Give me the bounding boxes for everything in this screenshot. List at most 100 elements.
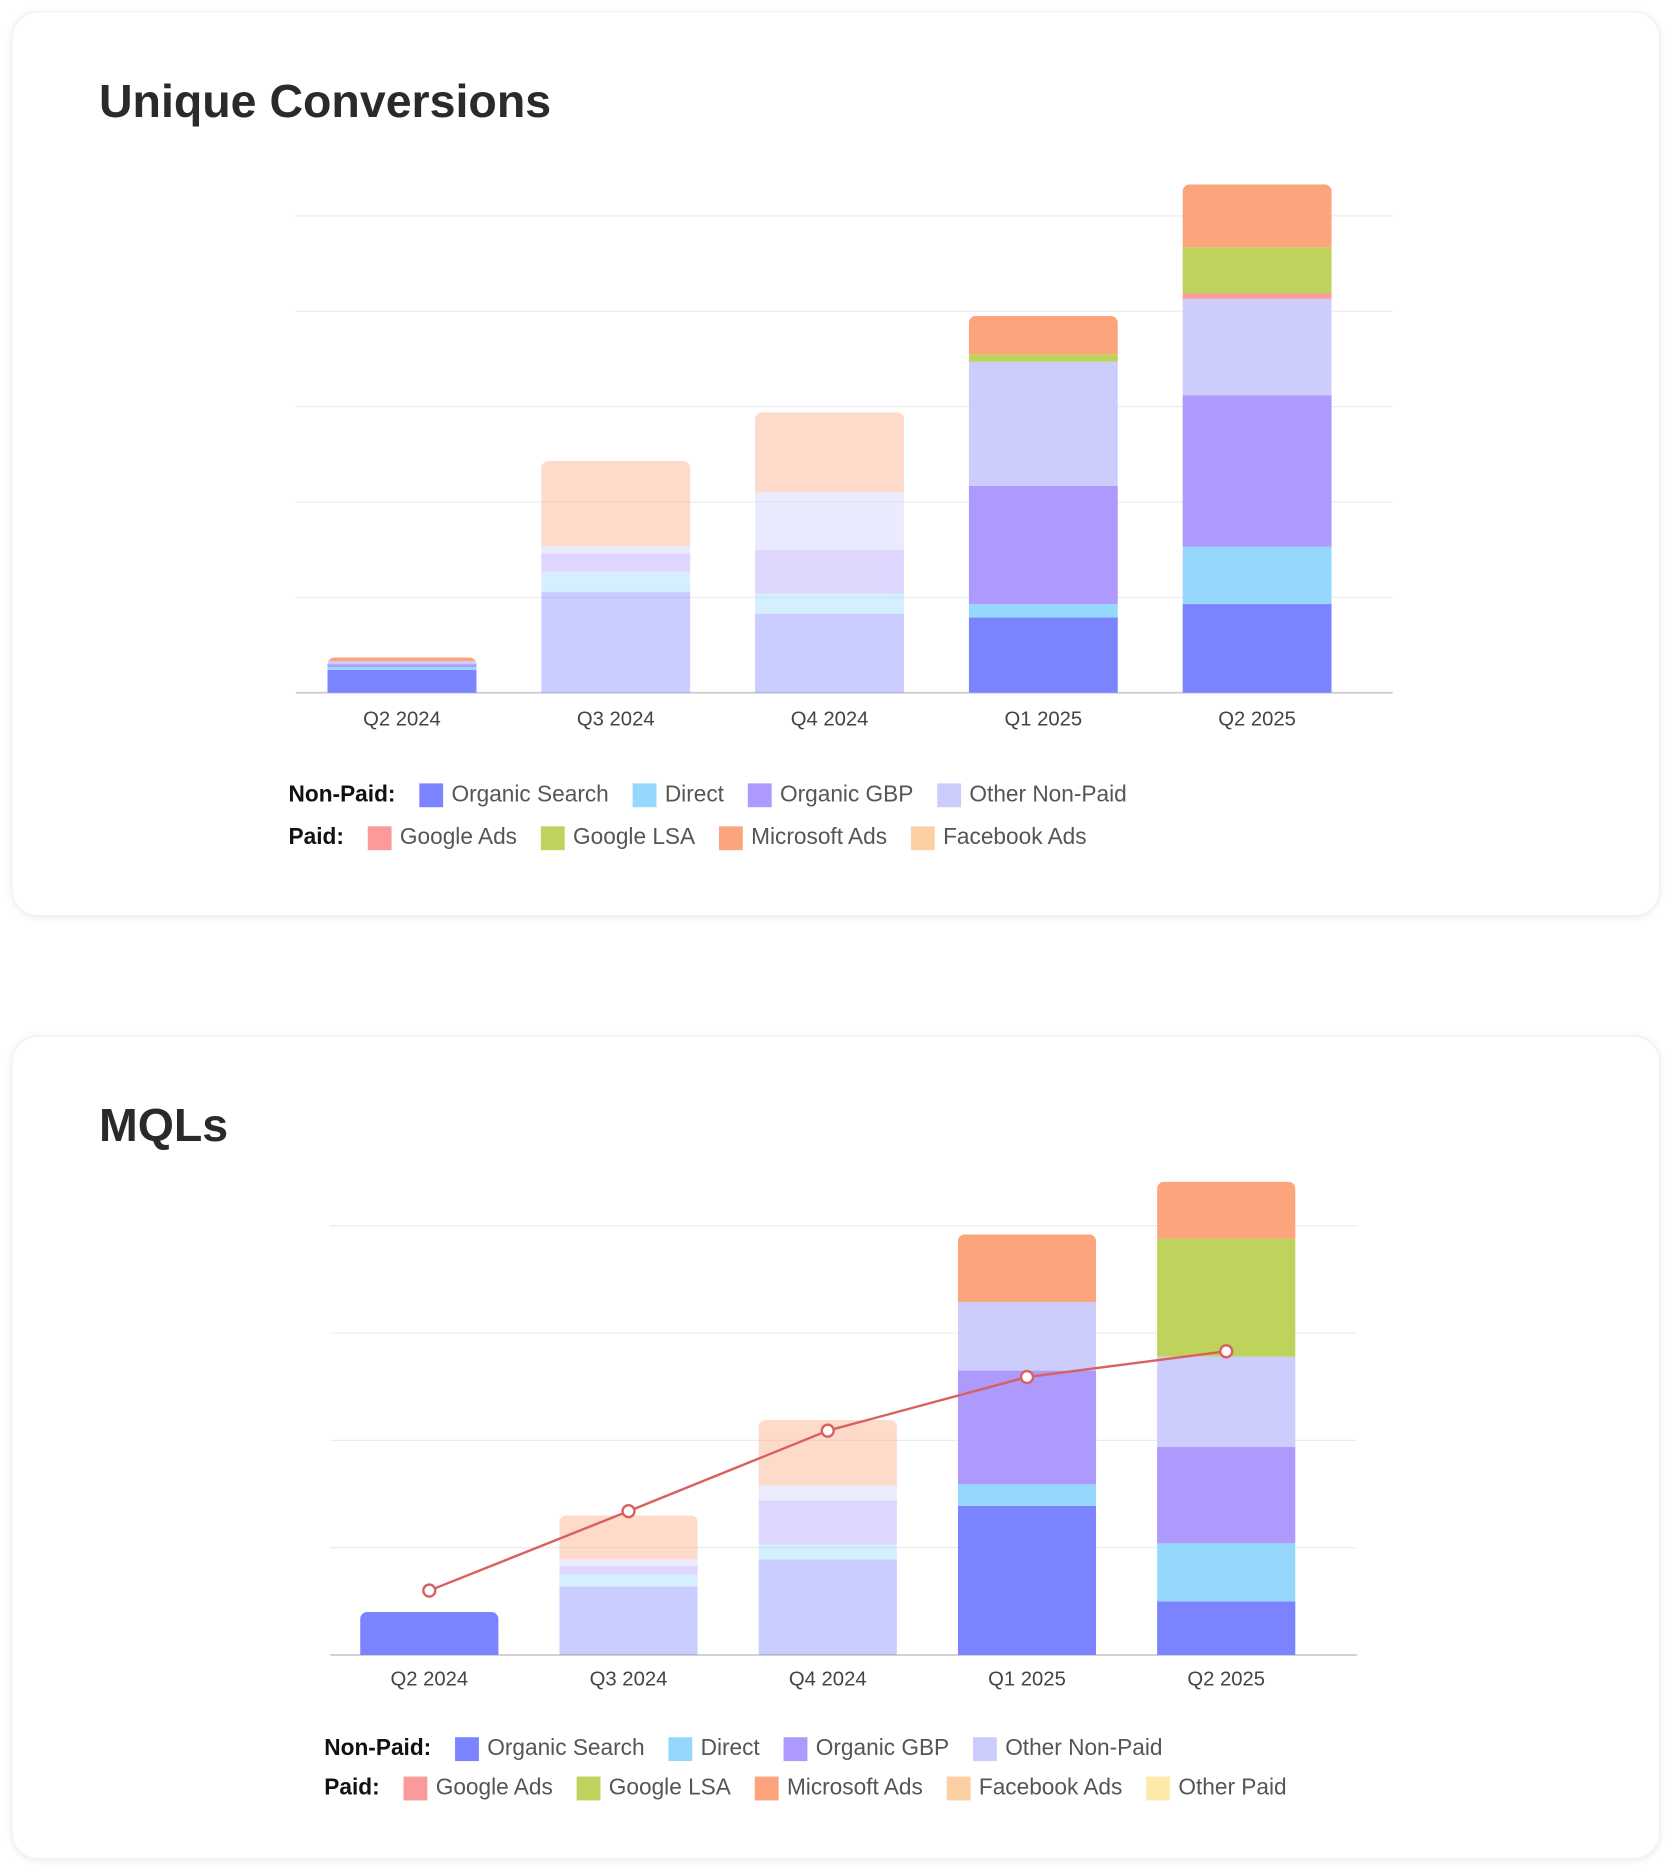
legend-heading: Paid: [289,823,344,849]
bar-segment [957,1505,1097,1655]
bar-segment [1182,298,1332,396]
bar-segment [1157,1356,1296,1447]
bar-segment [360,1612,499,1655]
legend-heading: Non-Paid: [289,780,396,806]
bar-segment [559,1565,698,1575]
bar-stack [1157,1181,1296,1655]
legend-swatch [632,783,657,808]
legend-label: Other Paid [1178,1773,1286,1799]
bar-segment [541,553,691,572]
bar-segment [327,657,477,662]
x-tick-label: Q1 2025 [988,1668,1066,1690]
bar-segment [968,354,1118,362]
legend-label: Microsoft Ads [787,1773,923,1799]
bar-stack [755,412,905,693]
bar-stack [1182,184,1332,693]
legend-label: Microsoft Ads [751,823,887,849]
bar-stack [541,460,691,693]
bar-stack [968,316,1118,693]
x-tick-label: Q2 2025 [1187,1668,1265,1690]
x-tick-label: Q3 2024 [590,1668,668,1690]
legend-swatch [540,826,565,851]
legend-swatch [576,1776,601,1801]
bar-segment [541,571,691,592]
legend-swatch [668,1737,693,1762]
x-tick-label: Q4 2024 [791,709,869,731]
bar-segment [541,591,691,693]
bar-stack [758,1419,897,1655]
trend-point [1019,1369,1035,1385]
bar-segment [541,545,691,554]
bar-segment [327,664,477,668]
legend-label: Organic Search [487,1734,644,1760]
x-tick-label: Q2 2024 [390,1668,468,1690]
trend-point [621,1504,636,1519]
legend-heading: Non-Paid: [324,1734,431,1760]
bar-segment [758,1544,897,1560]
legend-swatch [367,826,392,851]
bar-stack [327,657,477,693]
legend-label: Facebook Ads [943,823,1086,849]
bar-segment [968,485,1118,605]
bar-segment [1157,1543,1296,1602]
bar-stack [957,1234,1097,1655]
legend-label: Other Non-Paid [969,780,1126,806]
legend-swatch [973,1737,997,1762]
x-tick-label: Q4 2024 [789,1668,867,1690]
x-tick-label: Q1 2025 [1004,709,1082,731]
bar-segment [1157,1601,1296,1655]
trend-point [820,1423,835,1438]
bar-segment [1182,546,1332,605]
bar-segment [957,1301,1097,1371]
legend-label: Google Ads [400,823,517,849]
legend-swatch [754,1776,779,1801]
bar-segment [559,1574,698,1587]
legend-label: Organic GBP [780,780,913,806]
legend-label: Google Ads [436,1773,553,1799]
legend-swatch [403,1776,428,1801]
legend-swatch [455,1737,479,1762]
bar-segment [968,604,1118,618]
bar-segment [968,361,1118,486]
chart-title: Unique Conversions [99,75,551,127]
bar-segment [957,1484,1097,1506]
bar-segment [1182,247,1332,294]
legend-swatch [946,1776,971,1801]
bar-segment [1182,604,1332,693]
trend-point [1219,1344,1234,1359]
legend-label: Direct [701,1734,761,1760]
legend-label: Organic Search [451,780,608,806]
bar-segment [1157,1238,1296,1357]
bar-segment [327,667,477,670]
bar-segment [1182,293,1332,299]
legend-label: Google LSA [609,1773,732,1799]
legend-label: Facebook Ads [979,1773,1122,1799]
bar-segment [755,492,905,550]
bar-segment [559,1559,698,1566]
bar-segment [559,1586,698,1655]
bar-segment [1157,1181,1296,1239]
bar-segment [758,1485,897,1501]
bar-segment [968,316,1118,355]
bar-segment [327,669,477,693]
legend-swatch [910,826,935,851]
bar-segment [758,1559,897,1655]
x-tick-label: Q2 2024 [363,709,441,731]
bar-stack [360,1612,499,1655]
bar-segment [755,613,905,693]
legend-label: Other Non-Paid [1005,1734,1162,1760]
legend-swatch [419,783,444,808]
bar-segment [957,1370,1097,1485]
x-tick-label: Q2 2025 [1218,709,1296,731]
bar-segment [327,661,477,665]
bar-segment [1157,1446,1296,1544]
bar-segment [1182,395,1332,547]
legend-swatch [1146,1776,1171,1801]
legend-label: Organic GBP [816,1734,949,1760]
bar-segment [755,593,905,614]
legend-label: Direct [665,780,725,806]
legend-heading: Paid: [324,1773,379,1799]
chart-title: MQLs [99,1099,228,1151]
bar-stack [559,1515,698,1655]
